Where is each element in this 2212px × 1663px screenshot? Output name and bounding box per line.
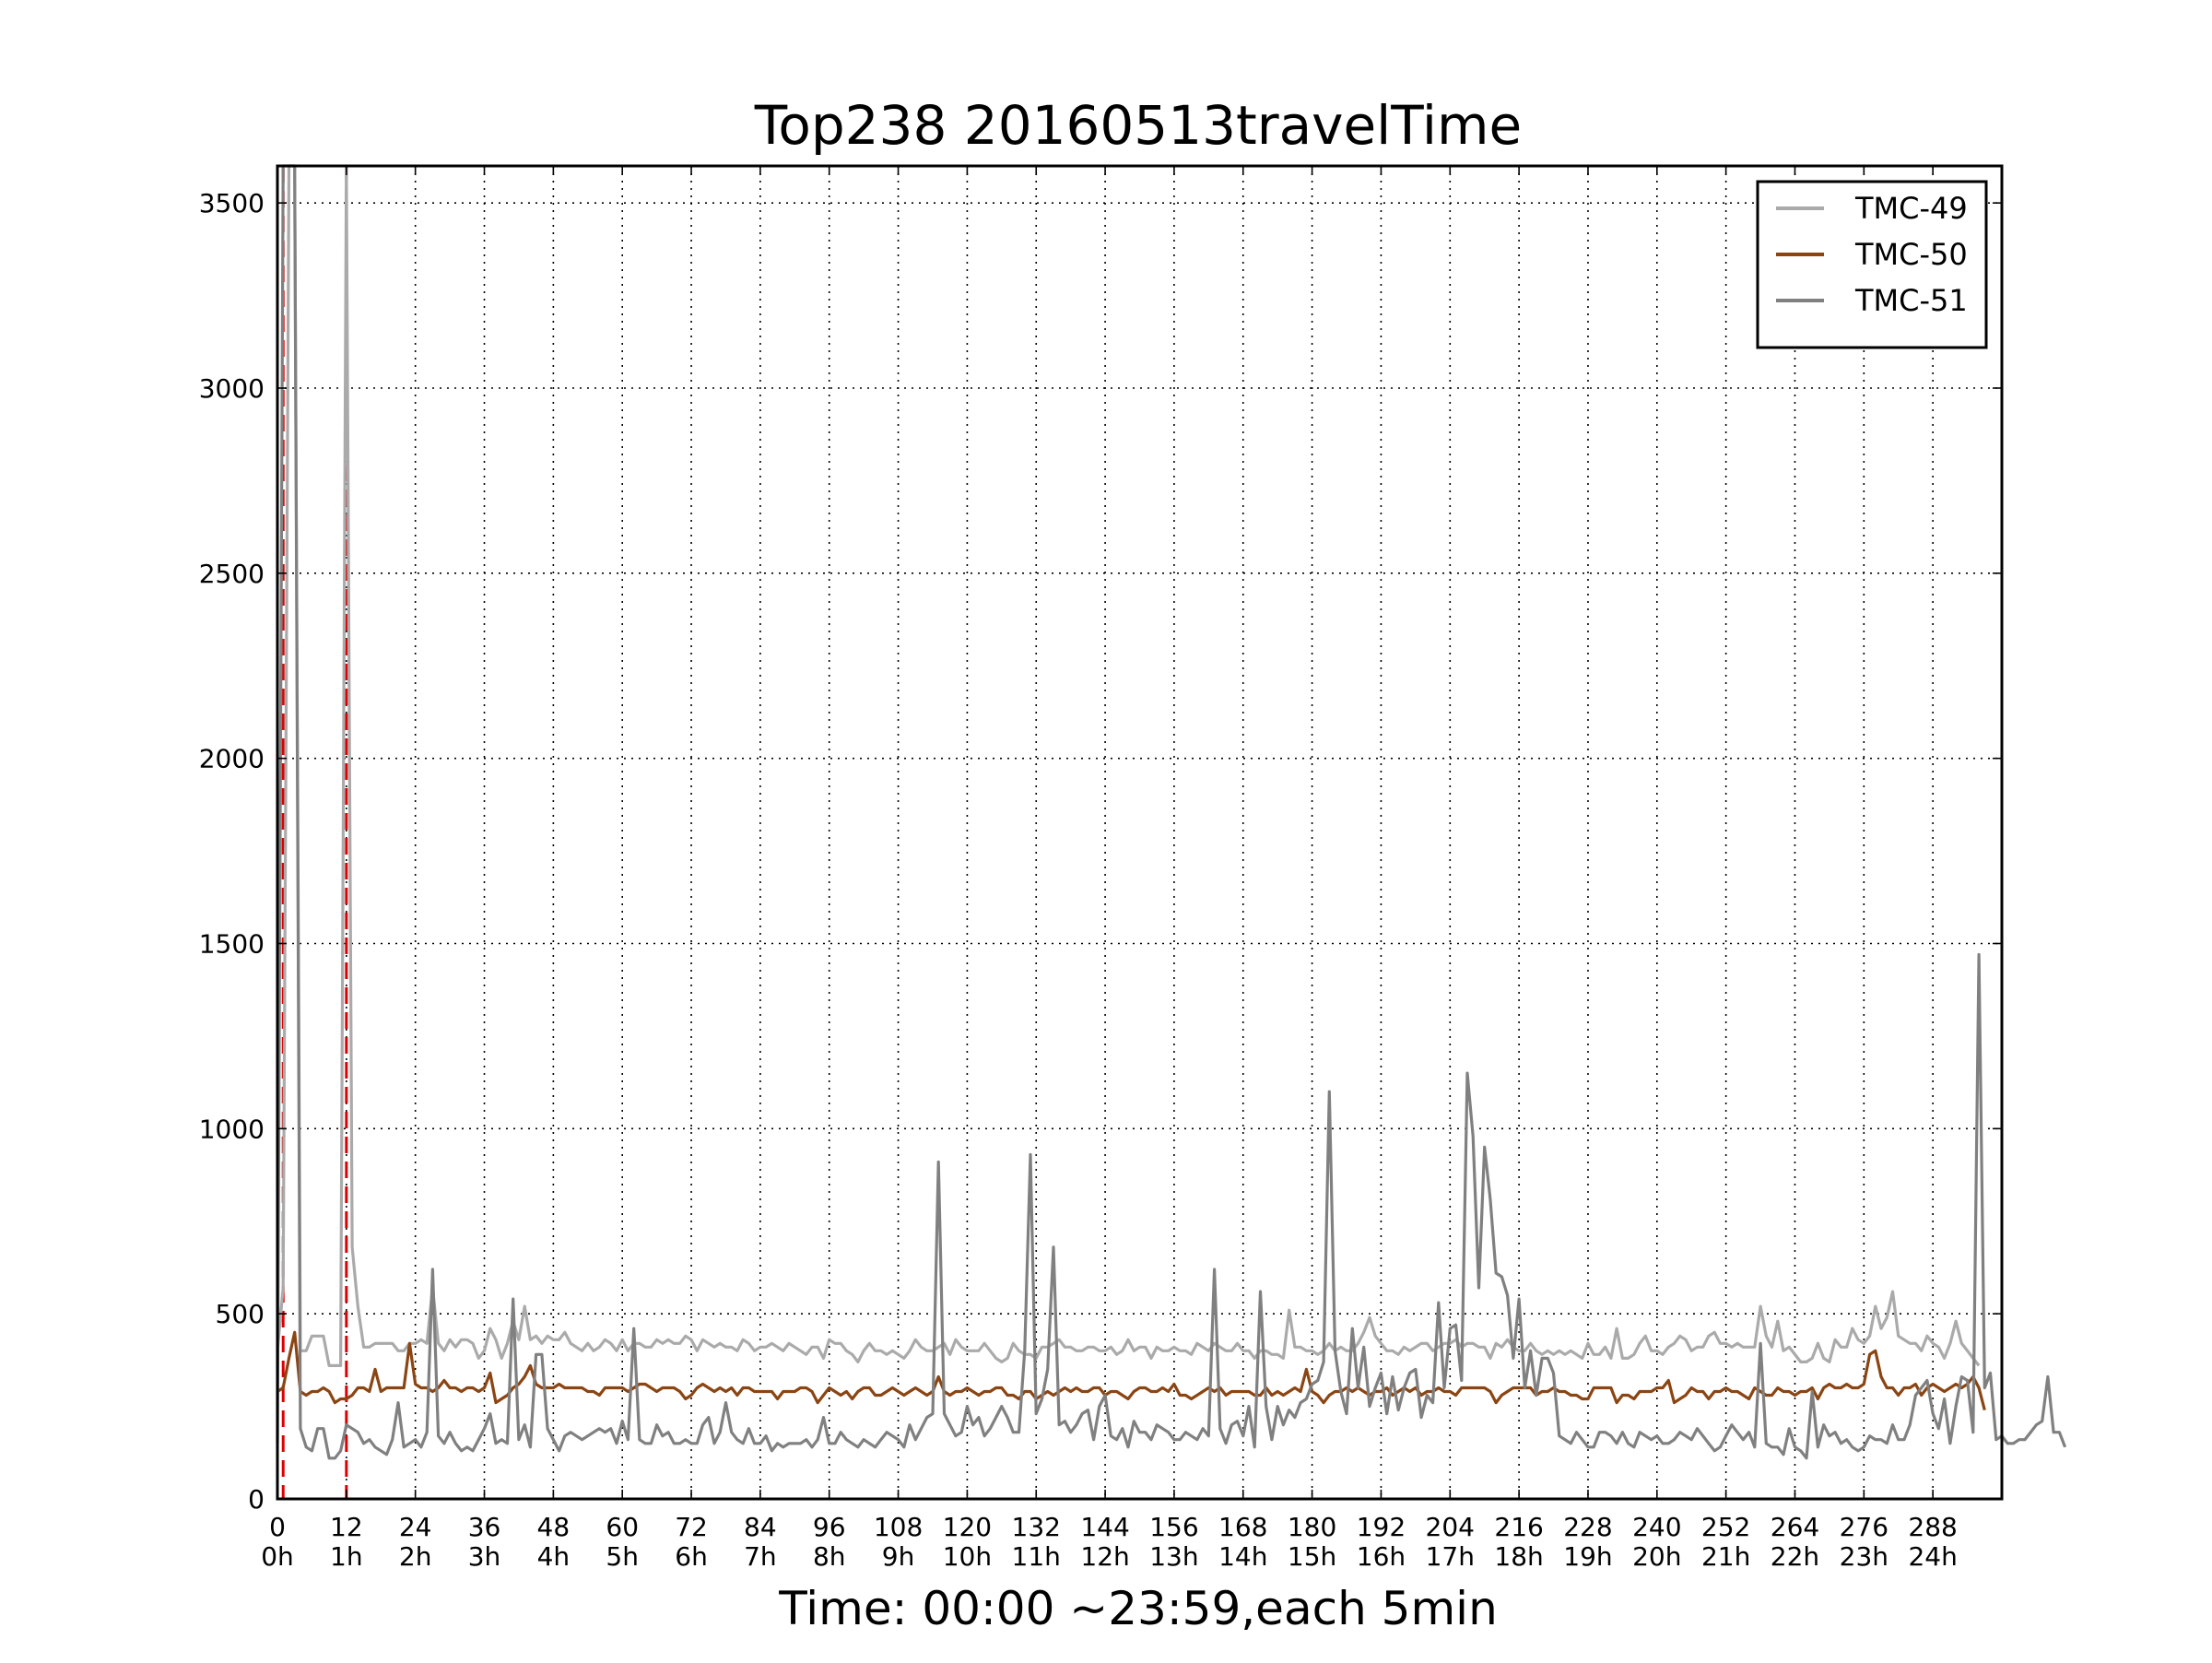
x-tick-label: 132 xyxy=(1012,1512,1061,1542)
series-line-tmc-49 xyxy=(276,164,1981,1368)
series-lines xyxy=(276,164,2067,1460)
x-tick-label: 228 xyxy=(1563,1512,1612,1542)
x-tick-label: 180 xyxy=(1288,1512,1336,1542)
x-tick-sublabel: 14h xyxy=(1218,1541,1267,1572)
x-tick-label: 96 xyxy=(813,1512,846,1542)
x-tick-label: 216 xyxy=(1494,1512,1543,1542)
x-tick-sublabel: 4h xyxy=(537,1541,571,1572)
x-tick-sublabel: 2h xyxy=(399,1541,432,1572)
x-tick-sublabel: 15h xyxy=(1288,1541,1336,1572)
x-tick-sublabel: 21h xyxy=(1701,1541,1750,1572)
legend: TMC-49 TMC-50 TMC-51 xyxy=(1756,180,1988,349)
series-line-tmc-51 xyxy=(276,164,2067,1460)
x-tick-sublabel: 19h xyxy=(1563,1541,1612,1572)
x-tick-sublabel: 23h xyxy=(1840,1541,1888,1572)
x-tick-label: 48 xyxy=(537,1512,571,1542)
x-axis-label: Time: 00:00 ~23:59,each 5min xyxy=(778,1582,1498,1635)
x-tick-label: 288 xyxy=(1908,1512,1957,1542)
x-tick-label: 192 xyxy=(1357,1512,1406,1542)
x-tick-sublabel: 7h xyxy=(744,1541,777,1572)
x-tick-sublabel: 6h xyxy=(675,1541,708,1572)
y-tick-label: 1000 xyxy=(199,1114,265,1144)
legend-label-tmc-50: TMC-50 xyxy=(1854,237,1968,272)
x-tick-label: 36 xyxy=(468,1512,501,1542)
y-tick-label: 2500 xyxy=(199,559,265,589)
x-tick-label: 12 xyxy=(330,1512,363,1542)
legend-label-tmc-49: TMC-49 xyxy=(1854,191,1968,226)
x-tick-label: 168 xyxy=(1218,1512,1267,1542)
x-tick-label: 156 xyxy=(1149,1512,1198,1542)
plot-frame xyxy=(276,164,2004,1501)
axes: 00h121h242h363h484h605h726h847h968h1089h… xyxy=(199,164,2004,1572)
y-tick-label: 0 xyxy=(248,1484,265,1515)
y-tick-label: 3500 xyxy=(199,188,265,218)
x-tick-label: 120 xyxy=(943,1512,992,1542)
x-tick-sublabel: 1h xyxy=(330,1541,363,1572)
x-tick-label: 24 xyxy=(399,1512,432,1542)
x-tick-sublabel: 8h xyxy=(813,1541,846,1572)
x-tick-label: 0 xyxy=(269,1512,286,1542)
x-tick-label: 252 xyxy=(1701,1512,1750,1542)
x-tick-sublabel: 11h xyxy=(1012,1541,1061,1572)
x-tick-sublabel: 24h xyxy=(1908,1541,1957,1572)
x-tick-label: 240 xyxy=(1632,1512,1681,1542)
x-tick-sublabel: 17h xyxy=(1426,1541,1475,1572)
x-tick-label: 108 xyxy=(874,1512,923,1542)
series-line-tmc-50 xyxy=(276,1330,1986,1410)
x-tick-sublabel: 22h xyxy=(1771,1541,1819,1572)
x-tick-sublabel: 20h xyxy=(1632,1541,1681,1572)
y-tick-label: 500 xyxy=(216,1299,265,1329)
x-tick-label: 204 xyxy=(1426,1512,1475,1542)
x-tick-sublabel: 12h xyxy=(1080,1541,1129,1572)
x-tick-label: 60 xyxy=(606,1512,639,1542)
x-tick-label: 276 xyxy=(1840,1512,1888,1542)
legend-label-tmc-51: TMC-51 xyxy=(1854,283,1968,318)
x-tick-sublabel: 0h xyxy=(261,1541,294,1572)
x-tick-sublabel: 3h xyxy=(468,1541,501,1572)
y-tick-label: 1500 xyxy=(199,929,265,960)
x-tick-label: 72 xyxy=(675,1512,708,1542)
x-tick-sublabel: 18h xyxy=(1494,1541,1543,1572)
y-tick-label: 3000 xyxy=(199,373,265,404)
x-tick-sublabel: 13h xyxy=(1149,1541,1198,1572)
x-tick-sublabel: 9h xyxy=(882,1541,915,1572)
x-tick-label: 84 xyxy=(744,1512,777,1542)
x-tick-sublabel: 10h xyxy=(943,1541,992,1572)
chart-title: Top238 20160513travelTime xyxy=(754,94,1522,157)
x-tick-sublabel: 5h xyxy=(606,1541,639,1572)
x-tick-label: 264 xyxy=(1771,1512,1819,1542)
x-tick-label: 144 xyxy=(1080,1512,1129,1542)
x-tick-sublabel: 16h xyxy=(1357,1541,1406,1572)
y-tick-label: 2000 xyxy=(199,744,265,774)
